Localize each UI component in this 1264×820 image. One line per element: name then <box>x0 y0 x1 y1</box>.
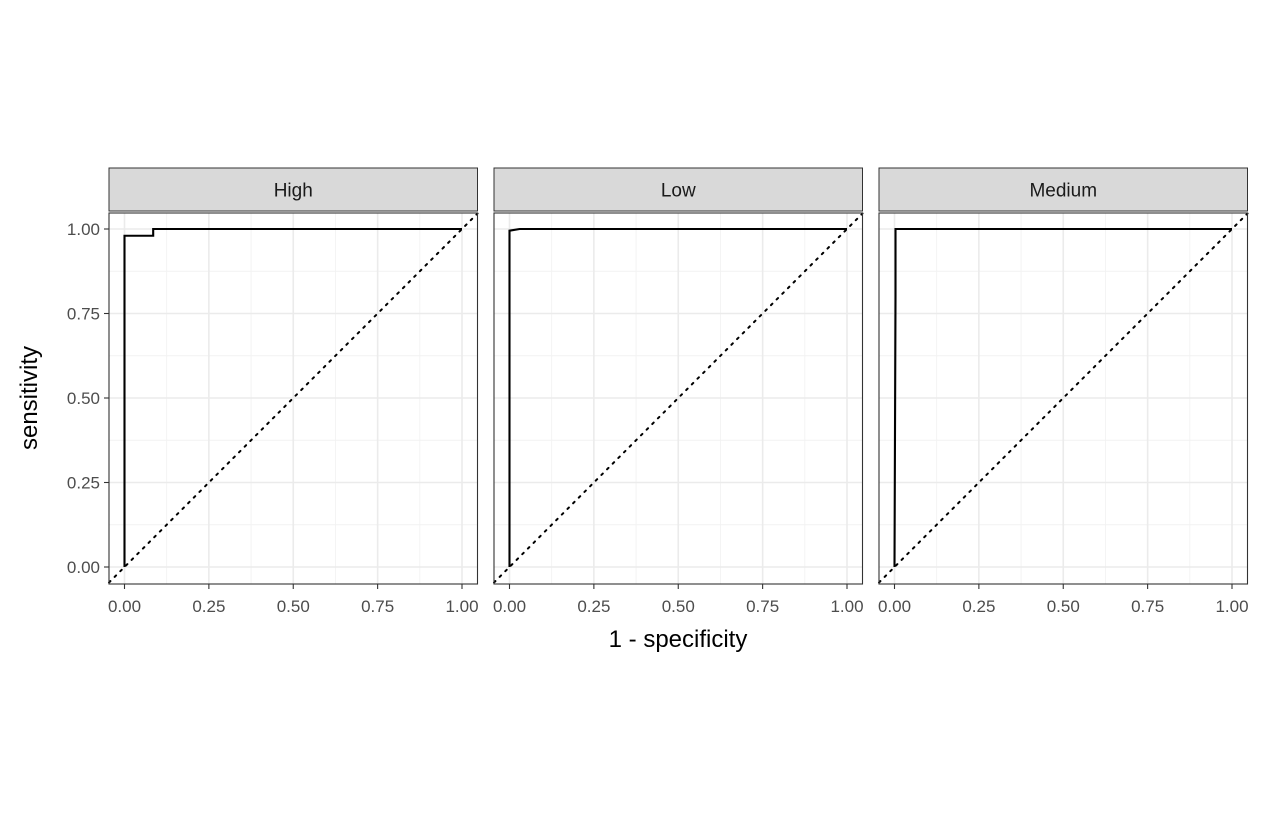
x-tick-label: 0.00 <box>878 597 911 616</box>
x-tick-label: 0.00 <box>108 597 141 616</box>
x-tick-label: 0.50 <box>1047 597 1080 616</box>
x-tick-label: 0.50 <box>662 597 695 616</box>
x-axis-title: 1 - specificity <box>609 626 748 653</box>
x-tick-label: 0.75 <box>361 597 394 616</box>
roc-curve-high <box>123 227 462 567</box>
diagonal-reference-line <box>108 212 479 584</box>
x-tick-label: 0.25 <box>962 597 995 616</box>
facet-panel-high: High 0.00 0.25 0.50 0.75 1.00 0.00 0.25 0.50 0.75… <box>67 167 479 616</box>
facet-strip-label: Low <box>661 181 696 202</box>
facet-strip <box>108 167 478 212</box>
y-axis-title: sensitivity <box>16 346 43 450</box>
facet-strip-label: Medium <box>1029 181 1097 202</box>
diagonal-reference-line <box>878 212 1249 584</box>
facet-strip <box>493 167 863 212</box>
x-tick-label: 0.50 <box>277 597 310 616</box>
x-tick-label: 1.00 <box>445 597 478 616</box>
x-tick-label: 1.00 <box>1215 597 1248 616</box>
y-tick-label: 0.75 <box>67 305 100 324</box>
x-tick-label: 0.75 <box>746 597 779 616</box>
x-tick-label: 0.75 <box>1131 597 1164 616</box>
x-tick-label: 1.00 <box>830 597 863 616</box>
y-tick-label: 0.00 <box>67 558 100 577</box>
diagonal-reference-line <box>493 212 864 584</box>
y-tick-label: 0.50 <box>67 389 100 408</box>
y-tick-label: 1.00 <box>67 220 100 239</box>
y-tick-label: 0.25 <box>67 474 100 493</box>
x-tick-label: 0.00 <box>493 597 526 616</box>
facet-strip <box>878 167 1248 212</box>
facet-panel-medium: Medium 0.00 0.25 0.50 0.75 1.00 <box>878 167 1249 616</box>
facet-panel-low: Low 0.00 0.25 0.50 0.75 1.00 <box>493 167 864 616</box>
facet-strip-label: High <box>274 181 313 202</box>
x-tick-label: 0.25 <box>192 597 225 616</box>
roc-curve-medium <box>893 227 1232 568</box>
x-tick-label: 0.25 <box>577 597 610 616</box>
roc-curve-low <box>508 227 847 567</box>
facet-panels: High 0.00 0.25 0.50 0.75 1.00 0.00 0.25 0.50 0.75… <box>67 167 1249 616</box>
